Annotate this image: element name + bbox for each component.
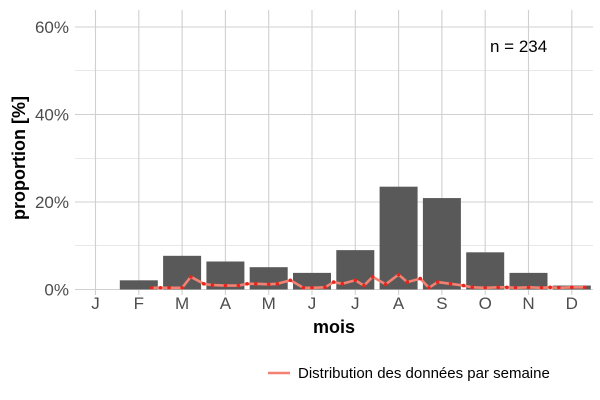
weekly-point — [253, 282, 258, 286]
weekly-point — [539, 285, 544, 290]
x-tick-label: F — [134, 294, 144, 313]
bar — [422, 198, 461, 290]
weekly-point — [245, 282, 249, 286]
weekly-point — [370, 275, 375, 279]
weekly-point — [353, 278, 358, 283]
sample-size-annotation: n = 234 — [490, 37, 547, 56]
bar — [466, 252, 505, 290]
weekly-point — [310, 285, 314, 290]
x-tick-label: M — [175, 294, 189, 313]
weekly-point — [188, 275, 193, 279]
weekly-point — [483, 285, 488, 290]
y-tick-label: 20% — [35, 193, 69, 212]
bar — [379, 186, 418, 290]
weekly-point — [405, 280, 410, 284]
weekly-point — [582, 285, 587, 290]
x-tick-label: N — [522, 294, 534, 313]
y-tick-labels: 0% 20% 40% 60% — [35, 18, 69, 300]
weekly-point — [435, 280, 440, 284]
weekly-point — [362, 283, 366, 288]
y-tick-label: 0% — [44, 281, 69, 300]
bar — [249, 267, 288, 290]
x-axis-title: mois — [313, 317, 355, 337]
weekly-point — [470, 285, 475, 290]
weekly-point — [180, 285, 184, 290]
bar — [119, 280, 158, 290]
weekly-point — [526, 285, 531, 290]
legend-label: Distribution des données par semaine — [298, 365, 550, 382]
weekly-point — [201, 282, 206, 286]
weekly-point — [548, 285, 552, 290]
x-tick-label: J — [91, 294, 100, 313]
weekly-point — [323, 285, 327, 290]
grid — [75, 10, 593, 295]
weekly-point — [513, 285, 518, 290]
x-tick-label: J — [351, 294, 360, 313]
y-axis-title: proportion [%] — [9, 96, 29, 220]
weekly-point — [340, 282, 345, 286]
weekly-point — [288, 278, 293, 283]
bars — [119, 186, 591, 290]
weekly-point — [266, 282, 271, 287]
weekly-point — [383, 282, 388, 287]
weekly-point — [427, 285, 431, 290]
legend: Distribution des données par semaine — [268, 365, 550, 382]
weekly-point — [557, 285, 561, 290]
weekly-point — [418, 276, 423, 281]
weekly-point — [275, 282, 280, 286]
x-tick-label: D — [566, 294, 578, 313]
x-tick-label: A — [393, 294, 405, 313]
weekly-point — [236, 283, 241, 288]
x-tick-label: S — [436, 294, 447, 313]
x-tick-label: A — [220, 294, 232, 313]
weekly-line-layer — [149, 272, 587, 290]
y-tick-label: 60% — [35, 18, 69, 37]
bar — [293, 272, 331, 290]
weekly-point — [210, 283, 215, 287]
y-tick-label: 40% — [35, 106, 69, 125]
weekly-point — [448, 282, 453, 286]
weekly-point — [149, 285, 154, 290]
weekly-point — [167, 285, 171, 290]
weekly-point — [158, 285, 163, 290]
weekly-point — [396, 272, 401, 277]
x-tick-label: M — [262, 294, 276, 313]
weekly-point — [505, 285, 509, 290]
weekly-point — [570, 285, 574, 290]
weekly-point — [496, 285, 500, 290]
bar — [163, 255, 202, 290]
weekly-point — [301, 285, 306, 290]
x-tick-label: O — [479, 294, 492, 313]
x-tick-label: J — [308, 294, 317, 313]
weekly-point — [331, 280, 336, 284]
weekly-point — [461, 283, 466, 288]
bar — [509, 272, 548, 290]
weekly-point — [223, 283, 228, 288]
